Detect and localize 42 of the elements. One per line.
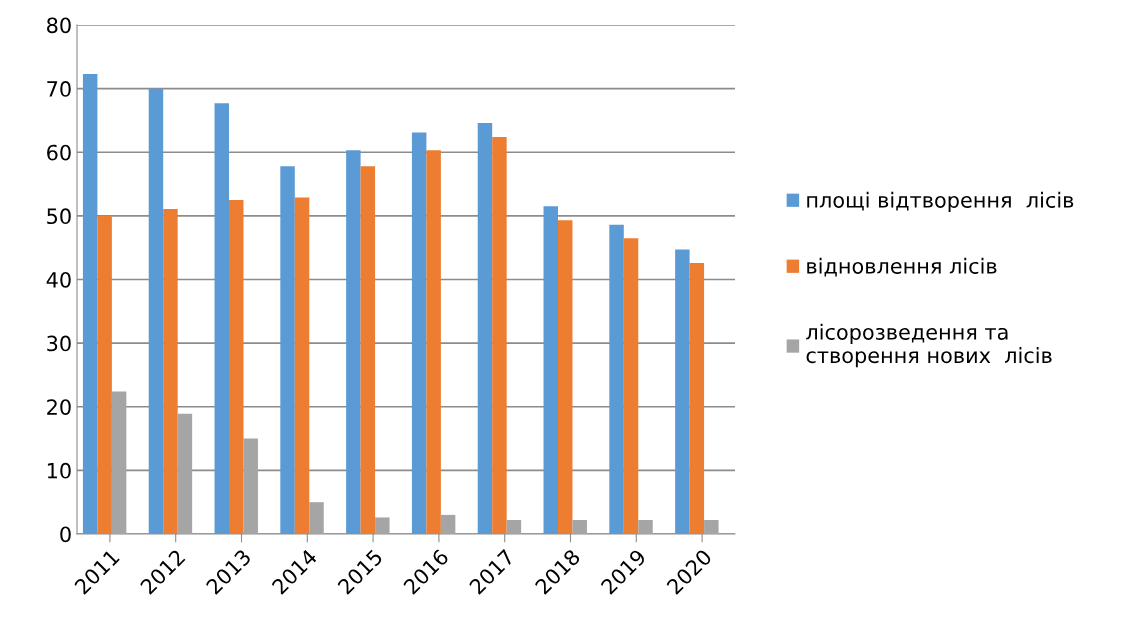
bar (360, 166, 376, 534)
bar (163, 208, 178, 534)
y-tick-label: 70 (47, 81, 71, 97)
bar (280, 166, 295, 534)
bar (689, 262, 705, 534)
bar (477, 122, 493, 534)
bar (623, 238, 639, 534)
legend-label: лісорозведення та створення нових лісів (806, 323, 1052, 368)
y-tick-label: 20 (47, 399, 71, 415)
bar (309, 502, 324, 534)
bar (558, 220, 573, 534)
bar (82, 73, 98, 534)
bar (411, 132, 427, 534)
bar (111, 391, 127, 534)
bar (543, 206, 558, 534)
bar (572, 520, 587, 534)
bar (294, 197, 310, 534)
y-tick-label: 80 (47, 17, 71, 34)
bar (704, 520, 719, 534)
bar (214, 103, 229, 534)
bar (440, 514, 456, 534)
bar (506, 520, 522, 534)
bar (346, 150, 361, 534)
legend-label: площі відтворення лісів (807, 191, 1074, 212)
bar (243, 438, 258, 534)
y-tick-label: 40 (46, 271, 71, 288)
y-tick-label: 10 (47, 462, 71, 479)
y-tick-label: 0 (60, 526, 71, 543)
bar (426, 150, 441, 534)
bar (492, 136, 507, 534)
bar (638, 520, 653, 534)
bar (229, 199, 244, 534)
legend-label: відновлення лісів (807, 257, 997, 277)
bar (97, 215, 112, 534)
y-tick-label: 50 (47, 208, 71, 225)
y-tick-label: 60 (47, 144, 71, 161)
bar (375, 517, 390, 534)
bar (177, 413, 193, 534)
bar (609, 224, 624, 534)
bar (148, 88, 164, 534)
bar (675, 249, 690, 534)
y-tick-label: 30 (47, 335, 71, 352)
